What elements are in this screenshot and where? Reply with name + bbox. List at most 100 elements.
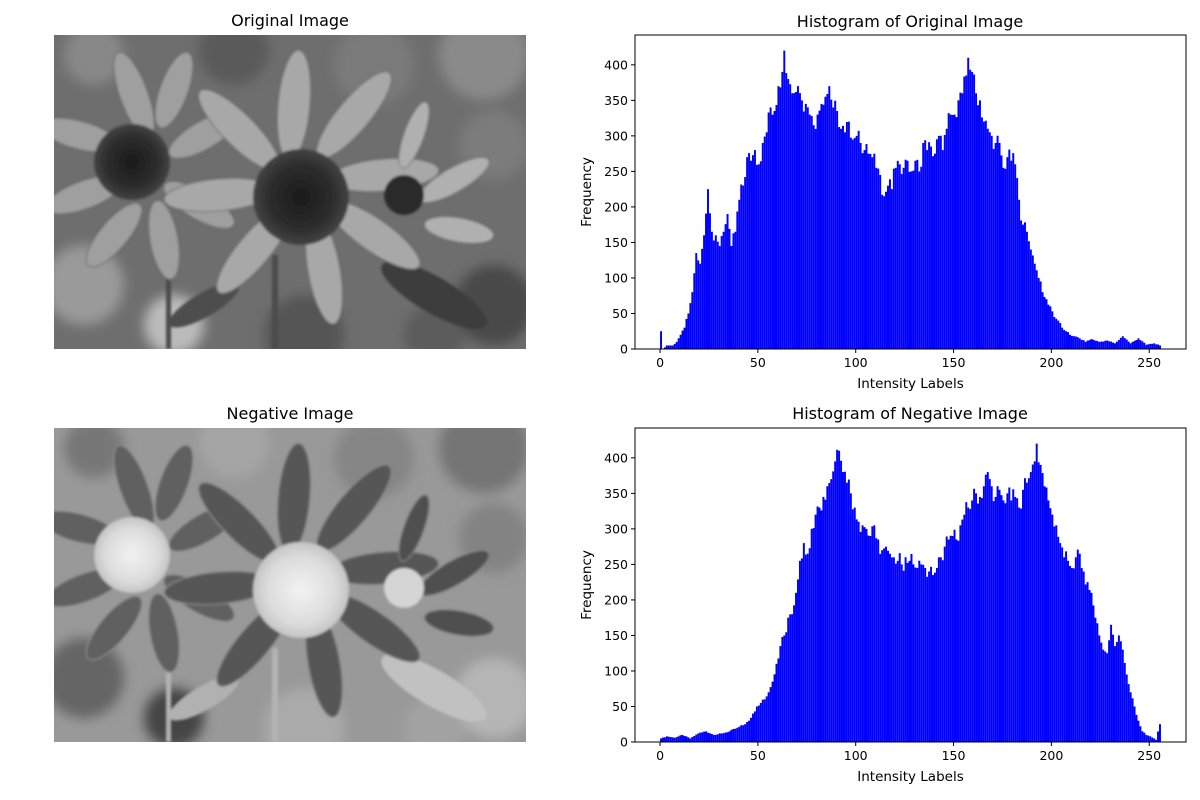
histogram-bar [838,127,841,349]
histogram-bar [812,528,815,742]
histogram-bar [691,736,694,742]
histogram-bar [1094,340,1097,349]
histogram-bar [1068,565,1071,742]
histogram-bar [1119,641,1122,742]
histogram-bar [1049,306,1052,349]
y-tick-label: 50 [612,699,628,714]
histogram-bar [1012,153,1015,349]
histogram-bar [977,105,979,350]
histogram-bar [1131,341,1134,349]
histogram-bar [824,96,827,349]
histogram-bar [910,553,913,742]
histogram-bar [665,345,668,349]
histogram-bar [800,558,803,742]
histogram-bar [707,189,709,349]
histogram-bar [1029,472,1032,742]
y-tick-label: 100 [604,663,628,678]
histogram-bar [806,107,809,349]
histogram-bar [1033,263,1036,349]
histogram-bar [738,199,741,349]
histogram-bar [883,196,886,349]
plot-frame [634,34,1187,350]
histogram-bar [1155,739,1158,742]
histogram-bar [738,726,741,742]
histogram-bar [975,493,978,742]
histogram-bar [963,76,966,349]
histogram-bar [1002,167,1005,349]
histogram-bar [795,592,798,742]
histogram-bar [671,345,674,349]
histogram-bar [714,235,717,349]
histogram-bar [763,136,766,349]
negative-image-title: Negative Image [226,404,354,423]
histogram-bar [701,732,704,742]
histogram-bar [1004,503,1007,742]
histogram-bar [1016,498,1019,742]
histogram-bar [789,84,792,350]
histogram-bar [691,292,694,349]
histogram-bar [800,100,803,349]
original-image [54,35,526,349]
histogram-bar [1016,178,1019,349]
histogram-bar [783,635,786,742]
histogram-bar [816,114,819,349]
histogram-bar [1153,738,1156,742]
histogram-bar [669,737,672,742]
histogram-bar [705,731,708,742]
histogram-bar [826,486,829,742]
histogram-bar [1067,560,1069,742]
histogram-bar [820,103,823,349]
histogram-bar [689,303,692,349]
histogram-bar [1061,547,1064,742]
histogram-bar [728,228,731,349]
histogram-bar [914,567,917,742]
histogram-bar [971,500,974,742]
histogram-bar [980,117,983,350]
histogram-bar [980,497,983,742]
y-tick-label: 50 [612,306,628,321]
histogram-bar [755,706,758,742]
y-tick-label: 250 [604,557,628,572]
histogram-bar [1076,337,1079,349]
histogram-bar [752,155,754,349]
histogram-bar [900,173,903,349]
histogram-bar [1041,292,1044,349]
histogram-bar [949,114,952,349]
histogram-bar [832,471,835,742]
histogram-bar [720,235,723,349]
histogram-bar [838,450,841,742]
histogram-bar [693,736,696,742]
histogram-bar [873,153,876,349]
histogram-bar [1006,493,1009,742]
histogram-bar [824,499,827,742]
histogram-bar [1104,340,1107,349]
histogram-bar [840,128,843,349]
histogram-bar [681,330,684,349]
histogram-bar [662,737,664,742]
histogram-bar [926,150,929,349]
histogram-bar [840,460,843,742]
histogram-bar [932,156,934,349]
histogram-bar [947,113,950,349]
histogram-bar [1057,536,1060,742]
histogram-bar [718,245,721,349]
histogram-bars [660,443,1161,742]
histogram-bar [965,502,968,742]
histogram-bar [1092,605,1095,742]
y-tick-label: 200 [604,199,628,214]
histogram-bar [818,110,821,349]
histogram-bar [798,560,801,742]
histogram-bar [1094,617,1097,742]
histogram-bar [978,496,981,742]
histogram-bar [898,164,901,349]
histogram-bar [1125,674,1128,742]
histogram-bar [742,725,745,742]
histogram-bar [791,614,794,742]
histogram-bar [820,510,823,742]
histogram-bar [695,734,698,742]
histogram-bar [887,550,889,742]
histogram-bar [992,148,995,349]
histogram-bar [693,273,696,349]
histogram-bar [1102,341,1105,349]
histogram-bar [1025,231,1028,349]
